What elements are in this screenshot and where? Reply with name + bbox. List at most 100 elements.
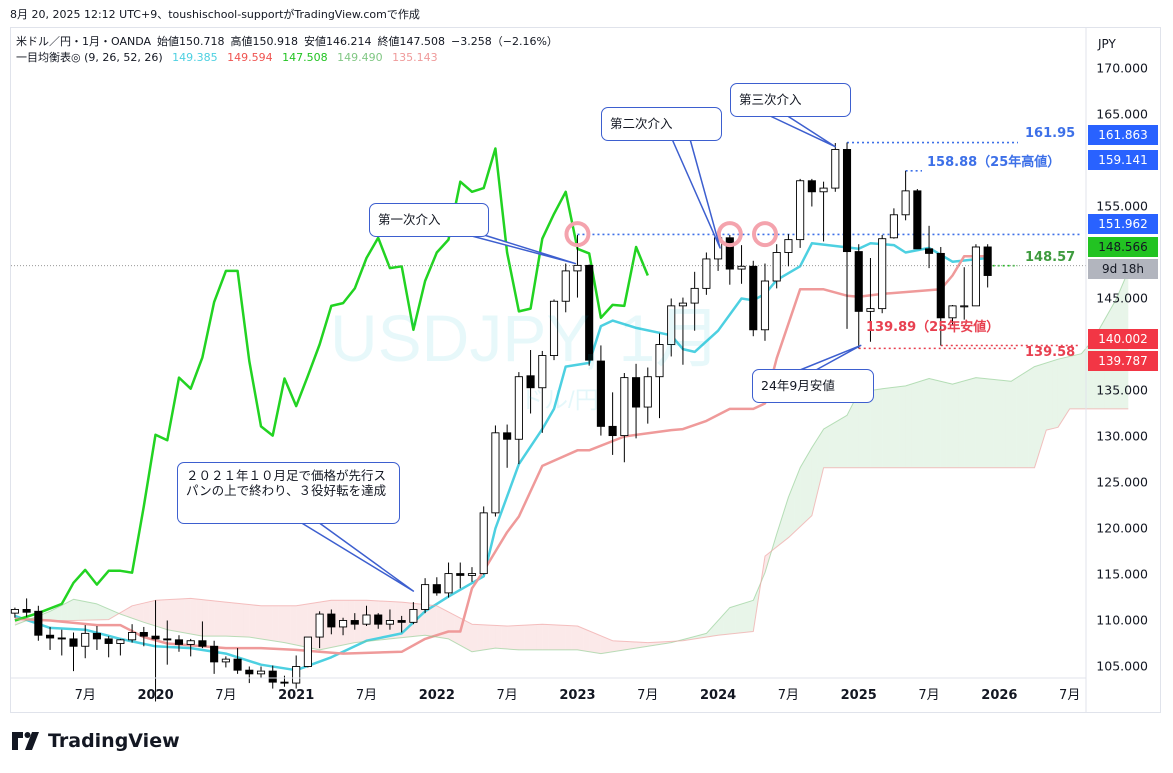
cloud-segment: [296, 604, 303, 647]
cloud-segment: [518, 625, 525, 650]
cloud-segment: [442, 608, 449, 639]
candle: [151, 600, 160, 702]
candle-bull: [678, 302, 687, 307]
cloud-segment: [167, 599, 174, 631]
x-tick-label: 7月: [778, 688, 799, 703]
candle: [198, 621, 207, 649]
cloud-segment: [606, 638, 613, 653]
candle: [678, 297, 687, 365]
candle-bull: [866, 308, 875, 312]
candle-bear: [936, 252, 945, 319]
candle: [725, 235, 734, 285]
cloud-segment: [302, 603, 308, 648]
cloud-segment: [712, 620, 719, 637]
cloud-segment: [847, 403, 853, 468]
tradingview-logo-icon: [12, 732, 39, 750]
candle: [233, 648, 242, 674]
cloud-segment: [893, 386, 900, 468]
cloud-segment: [395, 601, 402, 639]
candle: [34, 605, 43, 641]
ind-value-chikou: 147.508: [282, 51, 328, 64]
candle-bear: [842, 149, 852, 253]
candle: [854, 244, 863, 349]
legend-ohlc: 米ドル／円・1月・OANDA 始値150.718 高値150.918 安値146.21…: [16, 35, 558, 48]
candle: [432, 577, 441, 596]
kumo-cloud: [14, 270, 1129, 654]
candle: [139, 626, 148, 647]
cloud-segment: [266, 605, 273, 641]
cloud-segment: [864, 390, 871, 468]
cloud-segment: [471, 624, 478, 652]
cloud-segment: [1063, 356, 1070, 419]
cloud-segment: [641, 642, 648, 648]
cloud-segment: [67, 599, 74, 621]
candle: [807, 178, 816, 207]
cloud-segment: [143, 601, 150, 625]
cloud-segment: [876, 388, 883, 468]
annot-148-57: 148.57: [1025, 250, 1076, 265]
candle-bull: [256, 670, 266, 675]
cloud-segment: [190, 598, 197, 636]
cloud-segment: [50, 608, 56, 621]
tradingview-logo[interactable]: TradingView: [12, 730, 180, 752]
cloud-segment: [61, 602, 68, 621]
ind-value-tenkan: 149.385: [172, 51, 218, 64]
cloud-segment: [747, 600, 754, 633]
cloud-segment: [225, 602, 232, 637]
cloud-segment: [243, 603, 250, 638]
candle: [362, 605, 371, 627]
cloud-segment: [196, 599, 203, 637]
candle: [210, 640, 219, 674]
cloud-segment: [829, 422, 836, 468]
candle-bull: [81, 632, 90, 647]
candle: [479, 506, 488, 575]
candle: [620, 373, 629, 463]
currency-label[interactable]: JPY: [1098, 37, 1116, 51]
candle-bull: [796, 180, 805, 241]
candle-bull: [878, 238, 887, 310]
cloud-segment: [923, 378, 930, 468]
cloud-segment: [489, 625, 496, 650]
cloud-segment: [513, 625, 519, 650]
candle-bear: [925, 248, 934, 254]
candle-bull: [772, 252, 781, 282]
legend-open: 150.718: [179, 35, 225, 48]
cloud-segment: [993, 379, 1000, 468]
legend-symbol[interactable]: 米ドル／円・1月・OANDA: [16, 35, 152, 48]
pointer-third: [767, 114, 837, 148]
cloud-segment: [618, 641, 625, 651]
cloud-segment: [571, 625, 578, 650]
candle-bear: [327, 613, 336, 628]
candle-bull: [573, 264, 582, 272]
candle-bull: [186, 640, 195, 645]
candle: [632, 363, 641, 439]
cloud-segment: [788, 482, 795, 538]
x-tick-label: 7月: [356, 688, 377, 703]
candle: [866, 258, 875, 342]
cloud-segment: [934, 379, 941, 468]
candle: [10, 607, 19, 618]
cloud-segment: [448, 611, 455, 643]
candle-bear: [725, 237, 734, 270]
cloud-segment: [1075, 353, 1082, 409]
candle-bull: [737, 265, 746, 270]
legend-high: 150.918: [252, 35, 299, 48]
indicator-name[interactable]: 一目均衡表◎ (9, 26, 52, 26): [16, 51, 163, 64]
cloud-segment: [524, 624, 531, 650]
cloud-segment: [1052, 359, 1058, 429]
y-tick-label: 165.000: [1096, 107, 1148, 122]
cloud-segment: [284, 605, 291, 644]
cloud-segment: [255, 605, 262, 639]
candle-bear: [585, 264, 594, 361]
cloud-segment: [237, 603, 244, 637]
line-span_a: [14, 270, 1129, 655]
x-tick-label: 7月: [496, 688, 517, 703]
candle: [643, 367, 652, 424]
candle-bull: [831, 149, 840, 189]
candle-bull: [10, 609, 19, 614]
candle: [46, 626, 55, 650]
candle: [819, 181, 828, 242]
chart-frame: [10, 27, 1161, 713]
cloud-segment: [782, 497, 789, 543]
